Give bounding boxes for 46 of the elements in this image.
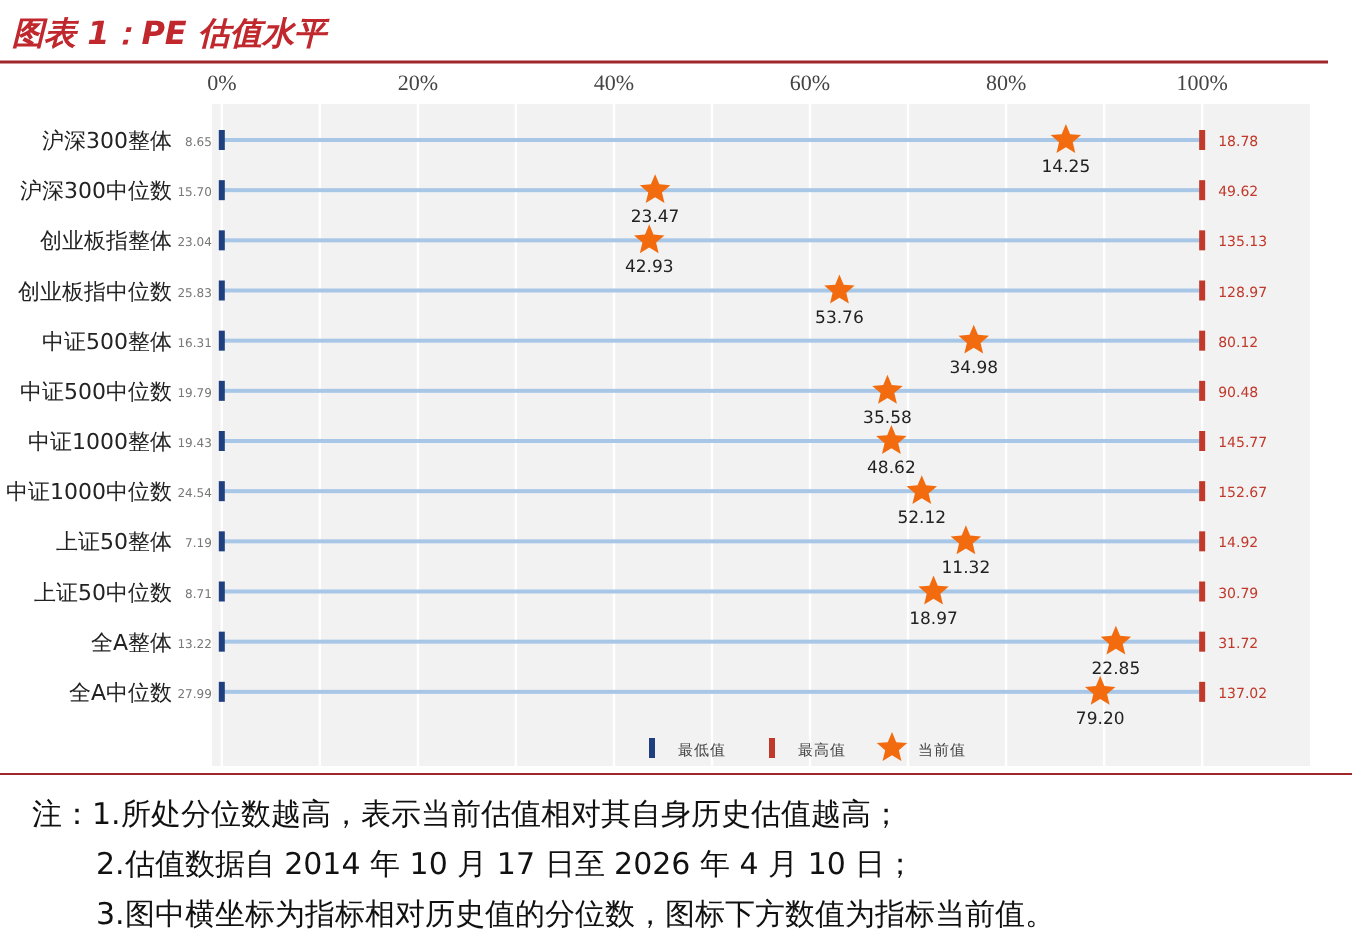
annotation: 42.93 [624,258,674,279]
y-tick-label: 创业板指中位数 [18,278,172,305]
point [1100,625,1132,655]
point [1084,675,1116,705]
y-tick-label: 中证500整体 [42,328,172,355]
x-tick-label: 60% [789,72,831,96]
point [1050,124,1082,153]
point [950,525,982,555]
x-tick-label: 40% [593,72,635,96]
annotation: 11.32 [941,559,991,580]
y-tick-label: 创业板指整体 [40,228,172,255]
point [918,575,949,605]
text: 2.估值数据自 2014 年 10 月 17 日至 2026 年 4 月 10 日； [96,846,916,882]
annotation: 34.98 [949,358,999,379]
y-tick-label: 沪深300中位数 [20,178,172,205]
point [639,174,671,204]
point [906,475,937,505]
chart-title: 图表 1：PE 估值水平 [12,14,330,52]
annotation: 23.47 [630,208,680,229]
y-tick-label: 中证1000整体 [28,429,172,455]
annotation: 79.20 [1075,709,1125,730]
annotation: 48.62 [867,459,916,479]
point [876,425,907,454]
text: 3.图中横坐标为指标相对历史值的分位数，图标下方数值为指标当前值。 [96,896,1055,932]
point [824,274,855,304]
y-tick-label: 沪深300整体 [42,128,172,154]
x-tick-label: 80% [985,72,1027,96]
y-tick-label: 上证50整体 [56,529,172,556]
annotation: 53.76 [815,308,864,329]
point [872,374,903,404]
x-tick-label: 0% [207,72,237,96]
annotation: 14.25 [1041,158,1091,178]
point [634,224,665,254]
x-tick-label: 20% [397,72,439,96]
annotation: 35.58 [863,408,912,429]
annotation: 52.12 [897,509,947,530]
y-tick-label: 中证500中位数 [20,378,172,405]
y-tick-label: 上证50中位数 [34,579,172,606]
point [958,324,989,354]
annotation: 22.85 [1091,659,1141,680]
y-tick-label: 全A整体 [90,629,172,656]
y-tick-label: 中证1000中位数 [6,479,172,506]
x-tick-label: 100% [1176,72,1228,96]
y-tick-label: 全A中位数 [68,679,172,706]
text: 注：1.所处分位数越高，表示当前估值相对其自身历史估值越高； [32,796,901,832]
annotation: 18.97 [909,609,958,630]
